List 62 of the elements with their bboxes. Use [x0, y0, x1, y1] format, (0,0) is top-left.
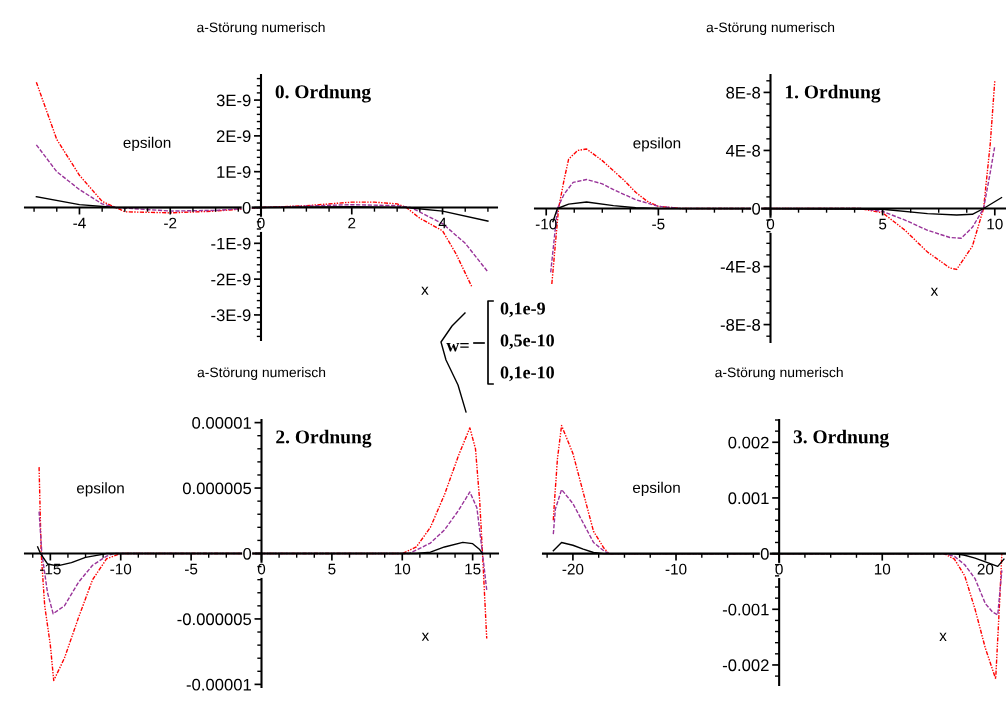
x-axis-title: x	[930, 287, 939, 296]
y-tick-label: 0	[242, 201, 251, 214]
y-tick-label: 0	[243, 547, 252, 560]
y-tick-label: 0.00001	[192, 417, 251, 429]
annotation: 0,5e-10	[500, 334, 554, 350]
y-tick-label: 1E-9	[217, 166, 251, 178]
x-tick-label: 5	[328, 563, 336, 575]
y-tick-label: -4E-8	[720, 260, 761, 273]
x-tick-label: -10	[665, 563, 687, 575]
x-tick-label: -5	[185, 563, 198, 575]
y-tick-label: -0.001	[722, 603, 769, 616]
x-axis-title: x	[421, 286, 429, 295]
y-tick-label: -0.000005	[177, 613, 252, 626]
x-tick-label: 5	[879, 218, 887, 230]
y-tick-label: 0.000005	[182, 482, 252, 495]
chart-title: a-Störung numerisch	[197, 22, 325, 35]
y-axis-title: epsilon	[632, 481, 680, 497]
text: 0,1e-10	[500, 366, 554, 382]
x-axis-title: x	[421, 632, 430, 641]
y-tick-label: 0.001	[728, 492, 769, 505]
y-tick-label: 0	[752, 202, 761, 215]
x-tick-label: 0	[775, 563, 783, 575]
y-axis-title: epsilon	[123, 136, 171, 152]
x-tick-label: 4	[438, 217, 447, 229]
y-tick-label: -0.002	[722, 659, 769, 672]
x-tick-label: -2	[164, 217, 177, 229]
x-tick-label: 0	[257, 217, 265, 229]
x-tick-label: 10	[394, 563, 411, 575]
x-tick-label: 10	[987, 218, 1003, 230]
chart-subtitle: 2. Ordnung	[276, 429, 372, 448]
y-tick-label: -8E-8	[720, 318, 761, 331]
chart-subtitle: 3. Ordnung	[793, 429, 890, 448]
line-series	[35, 81, 473, 287]
y-tick-label: -0.00001	[186, 678, 251, 691]
y-tick-label: -2E-9	[211, 273, 251, 286]
chart-title: a-Störung numerisch	[715, 367, 843, 380]
x-tick-label: 10	[874, 563, 891, 575]
x-tick-label: 2	[348, 217, 356, 229]
y-tick-label: 4E-8	[725, 144, 761, 157]
y-tick-label: 0.002	[728, 436, 769, 449]
chart-subtitle: 1. Ordnung	[785, 84, 881, 103]
chart-title: a-Störung numerisch	[197, 367, 326, 380]
y-axis-title: epsilon	[633, 137, 681, 152]
x-axis-title: x	[939, 632, 947, 641]
y-tick-label: -1E-9	[211, 237, 251, 250]
x-tick-label: 0	[257, 563, 266, 575]
y-tick-label: 0	[760, 548, 769, 560]
chart-title: a-Störung numerisch	[706, 22, 835, 35]
x-tick-label: 15	[465, 563, 481, 575]
x-tick-label: 20	[977, 563, 994, 575]
y-tick-label: -3E-9	[211, 309, 251, 322]
x-tick-label: -5	[652, 218, 665, 230]
y-tick-label: 2E-9	[216, 130, 251, 143]
y-tick-label: 8E-8	[726, 86, 761, 99]
y-axis-title: epsilon	[76, 482, 124, 497]
x-tick-label: -4	[73, 217, 86, 229]
chart-subtitle: 0. Ordnung	[275, 84, 371, 103]
x-tick-label: -10	[110, 563, 132, 575]
x-tick-label: -20	[562, 563, 584, 575]
annotation: 0,1e-9	[500, 302, 545, 318]
text: w=	[446, 342, 469, 352]
y-tick-label: 3E-9	[216, 94, 251, 107]
